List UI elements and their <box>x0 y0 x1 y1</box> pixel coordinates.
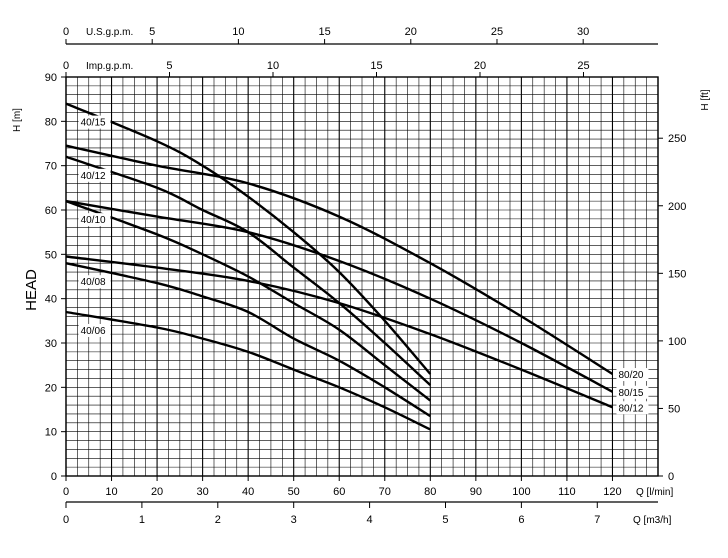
impgpm-tick-label: 20 <box>474 60 486 72</box>
y-axis-title: HEAD <box>23 269 40 311</box>
m3h-tick-label: 3 <box>291 514 297 526</box>
right-tick-label: 250 <box>668 133 686 145</box>
impgpm-tick-label: 25 <box>577 60 589 72</box>
usgpm-tick-label: 10 <box>232 26 244 38</box>
left-tick-label: 40 <box>45 294 57 306</box>
usgpm-tick-label: 5 <box>149 26 155 38</box>
chart-series <box>65 102 614 431</box>
usgpm-tick-label: 25 <box>491 26 503 38</box>
impgpm-axis-unit: Imp.g.p.m. <box>86 61 133 72</box>
bottom-tick-label: 20 <box>151 486 163 498</box>
right-tick-label: 0 <box>668 471 674 483</box>
m3h-tick-label: 5 <box>442 514 448 526</box>
chart-axes <box>61 39 663 508</box>
bottom-axis-unit: Q [l/min] <box>636 487 673 498</box>
usgpm-tick-label: 30 <box>577 26 589 38</box>
usgpm-axis-unit: U.S.g.p.m. <box>86 27 133 38</box>
series-label-40-06: 40/06 <box>81 326 106 337</box>
series-label-bg <box>616 385 649 399</box>
series-curve-40-15 <box>65 102 432 375</box>
series-label-bg <box>616 368 649 382</box>
left-tick-label: 20 <box>45 382 57 394</box>
series-label-40-12: 40/12 <box>81 171 106 182</box>
series-label-bg <box>78 168 111 182</box>
series-label-bg <box>616 401 649 415</box>
bottom-tick-label: 100 <box>512 486 530 498</box>
bottom-tick-label: 10 <box>105 486 117 498</box>
bottom-tick-label: 50 <box>288 486 300 498</box>
bottom-tick-label: 30 <box>196 486 208 498</box>
series-curve-40-10 <box>65 199 432 402</box>
series-label-bg <box>78 213 111 227</box>
usgpm-tick-label: 15 <box>318 26 330 38</box>
left-tick-label: 80 <box>45 116 57 128</box>
m3h-axis-unit: Q [m3/h] <box>633 515 672 526</box>
series-curve-40-06 <box>65 310 431 431</box>
right-tick-label: 150 <box>668 268 686 280</box>
series-curve-40-12 <box>65 155 432 386</box>
bottom-tick-label: 90 <box>470 486 482 498</box>
series-label-40-08: 40/08 <box>81 277 106 288</box>
series-label-80-12: 80/12 <box>618 403 643 414</box>
impgpm-tick-label: 15 <box>370 60 382 72</box>
series-curve-40-08 <box>65 262 431 418</box>
series-curve-80-12 <box>65 255 613 409</box>
m3h-tick-label: 1 <box>139 514 145 526</box>
right-axis-unit: H [ft] <box>700 89 711 110</box>
left-tick-label: 30 <box>45 338 57 350</box>
series-label-40-15: 40/15 <box>81 118 106 129</box>
bottom-tick-label: 0 <box>63 486 69 498</box>
m3h-tick-label: 7 <box>594 514 600 526</box>
m3h-tick-label: 4 <box>367 514 373 526</box>
m3h-tick-label: 2 <box>215 514 221 526</box>
series-label-40-10: 40/10 <box>81 215 106 226</box>
m3h-tick-label: 0 <box>63 514 69 526</box>
left-tick-label: 50 <box>45 249 57 261</box>
series-label-bg <box>78 115 111 129</box>
right-tick-label: 200 <box>668 201 686 213</box>
series-label-bg <box>78 323 111 337</box>
bottom-tick-label: 110 <box>558 486 576 498</box>
m3h-tick-label: 6 <box>518 514 524 526</box>
impgpm-tick-label: 10 <box>267 60 279 72</box>
bottom-tick-label: 80 <box>424 486 436 498</box>
impgpm-tick-label: 5 <box>166 60 172 72</box>
bottom-tick-label: 60 <box>333 486 345 498</box>
series-curve-80-20 <box>65 144 614 376</box>
usgpm-tick-label: 20 <box>405 26 417 38</box>
left-tick-label: 70 <box>45 161 57 173</box>
bottom-tick-label: 120 <box>603 486 621 498</box>
usgpm-tick-label: 0 <box>63 26 69 38</box>
impgpm-tick-label: 0 <box>63 60 69 72</box>
plot-frame <box>65 76 659 477</box>
bottom-tick-label: 70 <box>379 486 391 498</box>
series-label-80-15: 80/15 <box>618 388 643 399</box>
right-tick-label: 100 <box>668 336 686 348</box>
series-label-bg <box>78 275 111 289</box>
left-tick-label: 0 <box>51 471 57 483</box>
chart-grid <box>65 76 659 477</box>
series-label-80-20: 80/20 <box>618 370 643 381</box>
bottom-tick-label: 40 <box>242 486 254 498</box>
left-axis-unit: H [m] <box>12 108 23 132</box>
left-tick-label: 90 <box>45 72 57 84</box>
left-tick-label: 60 <box>45 205 57 217</box>
right-tick-label: 50 <box>668 403 680 415</box>
series-curve-80-15 <box>65 199 614 393</box>
left-tick-label: 10 <box>45 427 57 439</box>
